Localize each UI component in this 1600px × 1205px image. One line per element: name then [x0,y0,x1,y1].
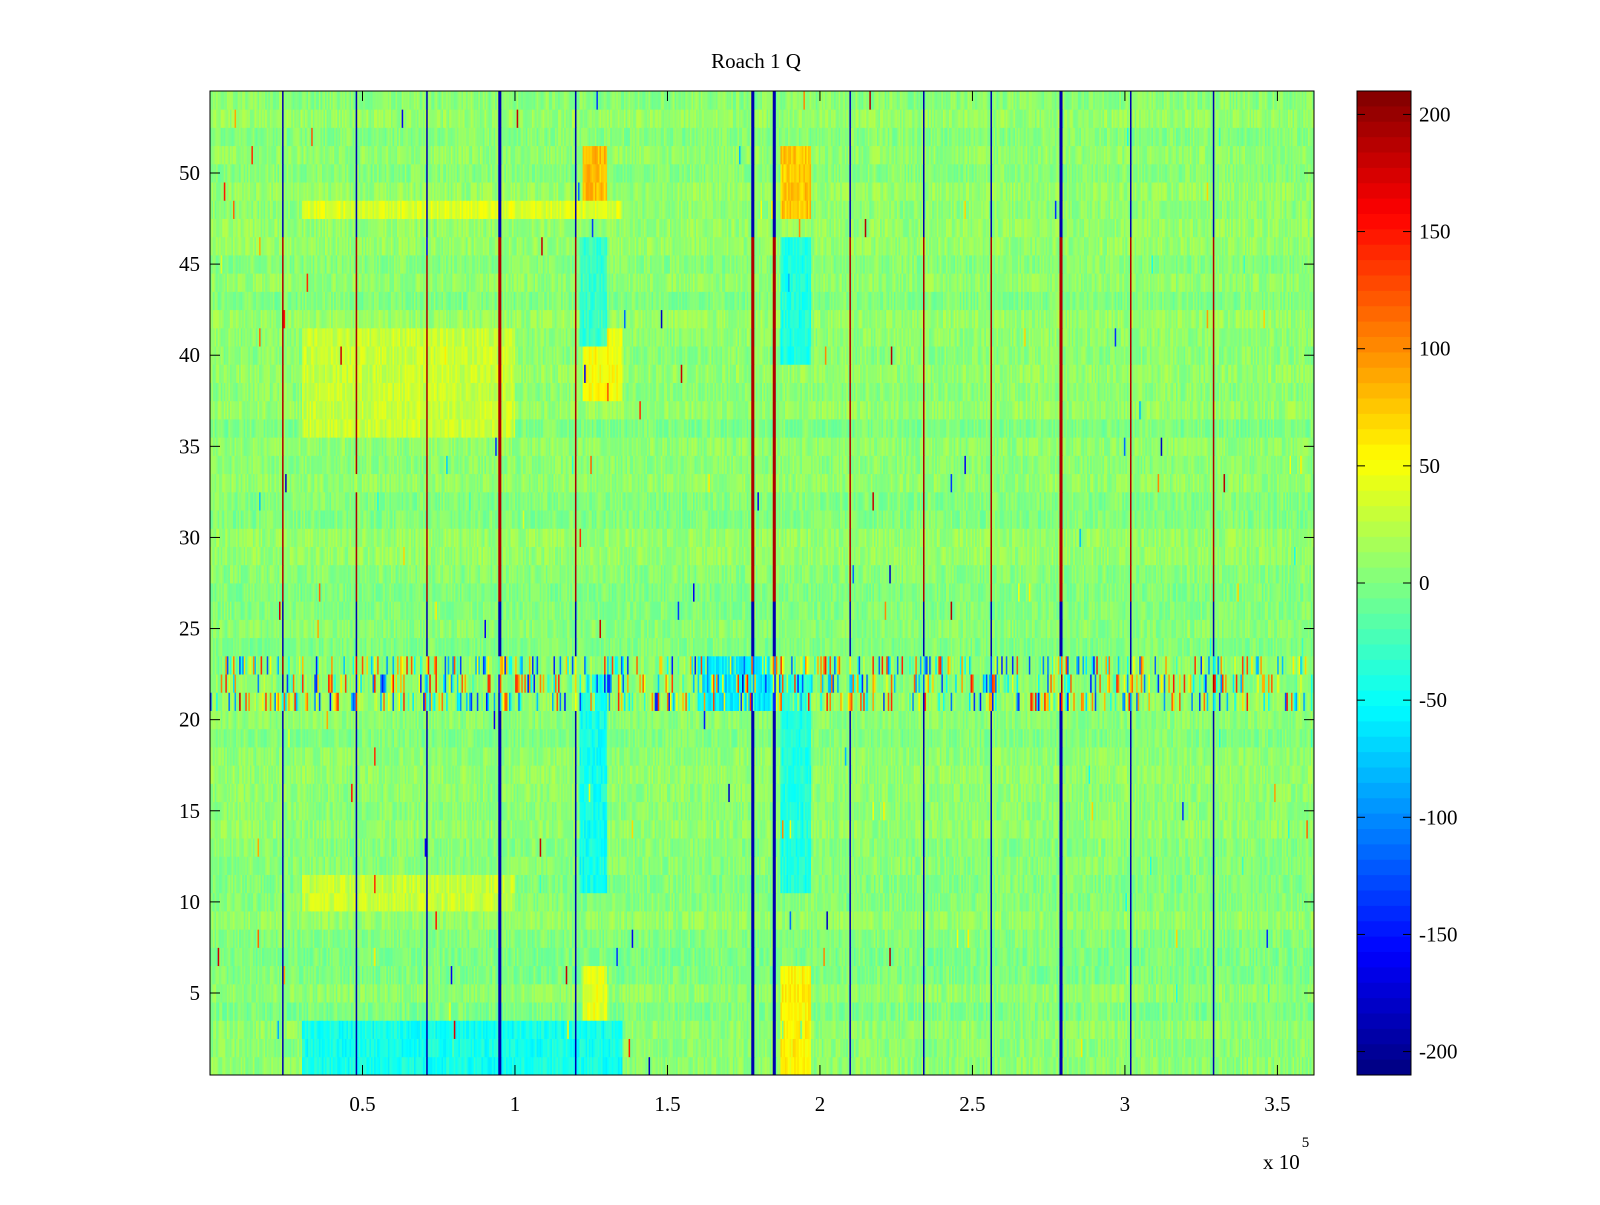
chart-title: Roach 1 Q [711,49,801,73]
heatmap-chart: Roach 1 Q 0.5 1 1.5 2 2.5 3 3.5 5 10 15 20 25 30 35 40… [0,0,1600,1200]
heatmap-figure: Roach 1 Q 0.5 1 1.5 2 2.5 3 3.5510152025303540… [0,0,1600,1200]
heatmap-cells [210,91,1314,1075]
